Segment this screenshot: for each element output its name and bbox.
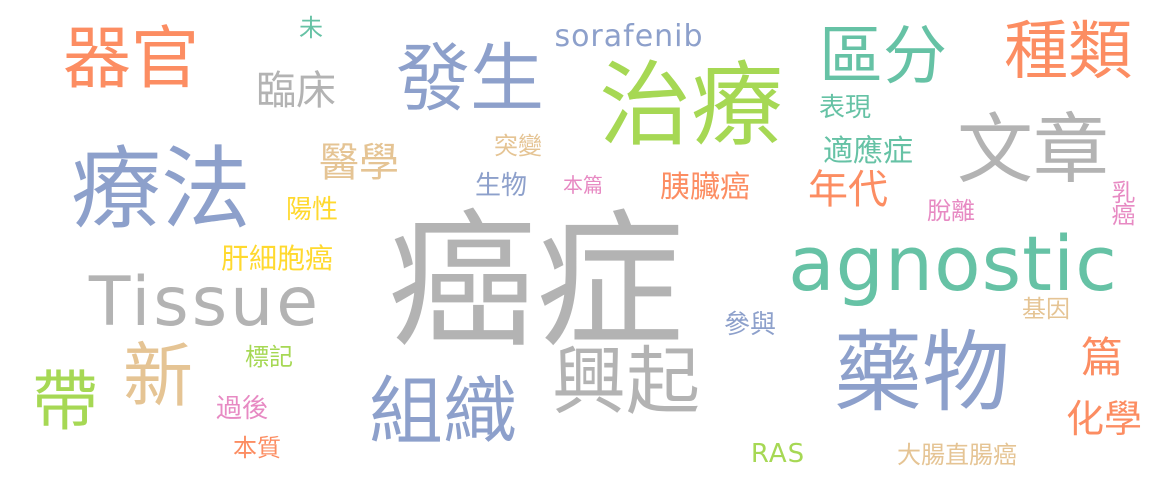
word-tubian: 突變 — [494, 132, 542, 160]
word-ganxibaobaoai: 肝細胞癌 — [220, 242, 334, 275]
word-dai: 帶 — [32, 363, 98, 440]
word-wei: 未 — [299, 14, 323, 42]
word-pian: 篇 — [1080, 333, 1124, 382]
word-biaoxian: 表現 — [818, 93, 872, 123]
word-xingqi: 興起 — [552, 339, 700, 425]
word-zhonglei: 種類 — [1004, 15, 1132, 89]
word-zhiliao: 治療 — [598, 52, 784, 159]
word-shiyingzheng: 適應症 — [823, 134, 913, 169]
word-yixue: 醫學 — [319, 140, 399, 186]
word-qufen: 區分 — [819, 20, 947, 94]
word-yizangai: 胰臟癌 — [660, 170, 750, 205]
word-shengwu: 生物 — [474, 171, 528, 201]
word-linchuang: 臨床 — [256, 68, 336, 114]
word-biaoji: 標記 — [245, 343, 293, 371]
word-guohou: 過後 — [215, 394, 269, 424]
word-fasheng: 發生 — [396, 36, 544, 122]
word-huaxue: 化學 — [1065, 397, 1143, 441]
word-yaowu: 藥物 — [833, 321, 1011, 424]
word-xin: 新 — [123, 335, 193, 417]
word-canyu: 參與 — [723, 310, 777, 340]
word-qiguan: 器官 — [62, 20, 200, 99]
word-ras: RAS — [750, 439, 806, 469]
word-liaofa: 療法 — [71, 137, 251, 242]
word-aizheng: 癌症 — [388, 196, 684, 368]
word-wenzhang: 文章 — [957, 105, 1109, 194]
word-niandai: 年代 — [808, 167, 888, 213]
word-benzhi: 本質 — [233, 434, 281, 462]
word-jiyin: 基因 — [1022, 295, 1070, 323]
word-ruai: 乳癌 — [1107, 180, 1135, 224]
word-dachangai: 大腸直腸癌 — [897, 441, 1017, 469]
word-tuoli: 脫離 — [927, 197, 975, 225]
word-yangxing: 陽性 — [285, 195, 339, 225]
word-agnostic: agnostic — [788, 219, 1118, 308]
word-benpian: 本篇 — [563, 173, 603, 197]
word-zuzhi: 組織 — [369, 369, 517, 455]
word-sorafenib: sorafenib — [554, 19, 704, 54]
word-tissue: Tissue — [88, 263, 322, 342]
